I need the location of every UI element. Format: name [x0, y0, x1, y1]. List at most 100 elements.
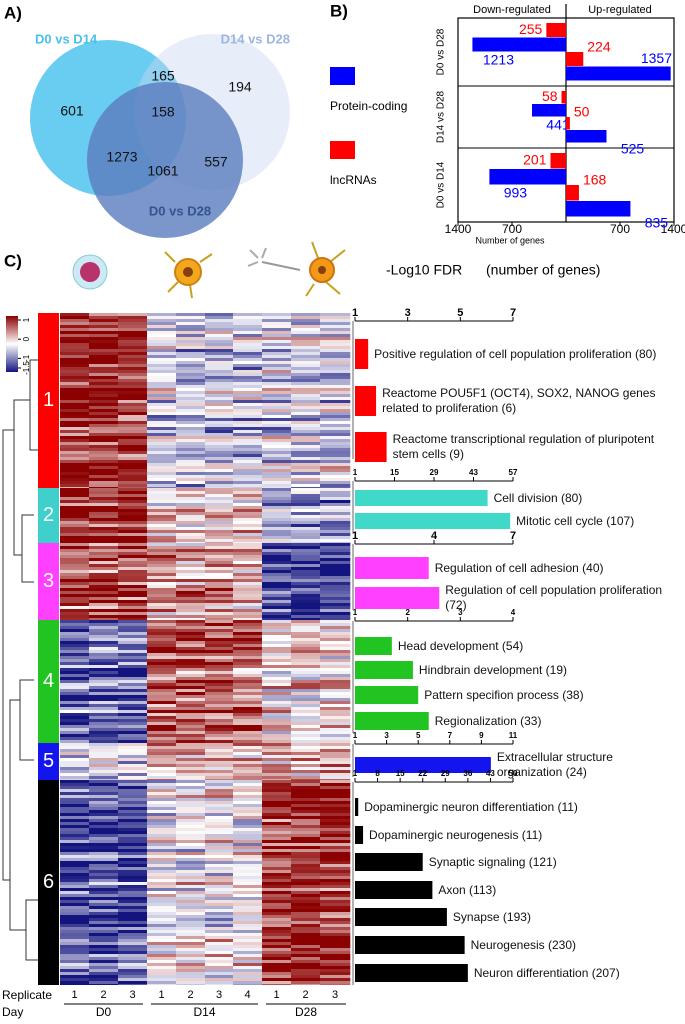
heatmap-cell: [262, 933, 292, 937]
heatmap-cell: [147, 734, 177, 738]
heatmap-cell: [205, 780, 234, 784]
heatmap-cell: [233, 752, 263, 756]
heatmap-cell: [60, 427, 90, 431]
heatmap-cell: [118, 764, 148, 768]
heatmap-cell: [118, 521, 148, 525]
heatmap-cell: [147, 460, 177, 464]
heatmap-cell: [262, 316, 292, 320]
heatmap-cell: [147, 316, 177, 320]
heatmap-cell: [291, 966, 321, 970]
heatmap-cell: [118, 588, 148, 592]
heatmap-cell: [320, 891, 351, 895]
heatmap-cell: [118, 361, 148, 365]
heatmap-cell: [233, 776, 263, 780]
heatmap-cell: [176, 355, 206, 359]
heatmap-cell: [233, 388, 263, 392]
heatmap-cell: [147, 313, 177, 317]
heatmap-cell: [262, 460, 292, 464]
bar: [531, 104, 566, 117]
heatmap-cell: [205, 740, 234, 743]
heatmap-cell: [233, 460, 263, 464]
heatmap-cell: [176, 861, 206, 865]
heatmap-cell: [60, 340, 90, 344]
heatmap-cell: [233, 936, 263, 940]
heatmap-cell: [291, 840, 321, 844]
heatmap-cell: [118, 484, 148, 488]
heatmap-cell: [320, 579, 351, 583]
heatmap-cell: [233, 582, 263, 586]
heatmap-cell: [89, 355, 119, 359]
heatmap: [60, 313, 351, 985]
heatmap-cell: [89, 349, 119, 353]
heatmap-cell: [118, 530, 148, 534]
heatmap-cell: [147, 500, 177, 504]
heatmap-cell: [89, 659, 119, 663]
heatmap-cell: [89, 873, 119, 877]
heatmap-cell: [118, 668, 148, 672]
heatmap-cell: [320, 549, 351, 553]
heatmap-cell: [291, 352, 321, 356]
heatmap-cell: [291, 846, 321, 850]
heatmap-cell: [176, 518, 206, 522]
heatmap-cell: [118, 567, 148, 571]
dendrogram: [2, 359, 38, 961]
heatmap-cell: [262, 334, 292, 338]
heatmap-cell: [176, 460, 206, 464]
heatmap-cell: [89, 524, 119, 528]
heatmap-cell: [320, 680, 351, 684]
heatmap-cell: [60, 623, 90, 627]
heatmap-cell: [118, 475, 148, 479]
heatmap-cell: [147, 912, 177, 916]
heatmap-cell: [320, 743, 351, 747]
heatmap-cell: [291, 885, 321, 889]
heatmap-cell: [262, 585, 292, 589]
heatmap-cell: [118, 801, 148, 805]
heatmap-cell: [176, 734, 206, 738]
heatmap-cell: [320, 686, 351, 690]
heatmap-cell: [60, 549, 90, 553]
heatmap-cell: [147, 400, 177, 404]
heatmap-cell: [320, 870, 351, 874]
heatmap-cell: [89, 515, 119, 519]
heatmap-cell: [320, 789, 351, 793]
heatmap-cell: [60, 561, 90, 565]
heatmap-cell: [233, 488, 263, 492]
heatmap-cell: [118, 867, 148, 871]
heatmap-cell: [233, 346, 263, 350]
heatmap-cell: [320, 555, 351, 559]
heatmap-cell: [233, 313, 263, 317]
heatmap-cell: [89, 618, 119, 620]
heatmap-cell: [176, 828, 206, 832]
heatmap-cell: [60, 488, 90, 492]
heatmap-cell: [176, 746, 206, 750]
heatmap-cell: [118, 795, 148, 799]
heatmap-cell: [89, 543, 119, 547]
heatmap-cell: [262, 927, 292, 931]
heatmap-cell: [320, 677, 351, 681]
heatmap-cell: [118, 903, 148, 907]
heatmap-cell: [320, 497, 351, 501]
heatmap-cell: [262, 500, 292, 504]
heatmap-cell: [147, 436, 177, 440]
heatmap-cell: [118, 394, 148, 398]
heatmap-cell: [205, 752, 234, 756]
bar-label: Synaptic signaling (121): [428, 854, 557, 869]
heatmap-cell: [320, 543, 351, 547]
heatmap-cell: [89, 552, 119, 556]
heatmap-cell: [262, 852, 292, 856]
x-tick-label: 11: [509, 731, 518, 740]
heatmap-cell: [233, 710, 263, 714]
heatmap-cell: [147, 713, 177, 717]
heatmap-cell: [291, 864, 321, 868]
heatmap-cell: [118, 689, 148, 693]
heatmap-cell: [60, 585, 90, 589]
heatmap-cell: [147, 403, 177, 407]
x-tick-label: 22: [418, 769, 427, 778]
heatmap-cell: [147, 671, 177, 675]
heatmap-cell: [205, 609, 234, 613]
heatmap-cell: [291, 364, 321, 368]
heatmap-cell: [60, 972, 90, 976]
heatmap-cell: [320, 370, 351, 374]
heatmap-cell: [60, 801, 90, 805]
heatmap-cell: [291, 638, 321, 642]
